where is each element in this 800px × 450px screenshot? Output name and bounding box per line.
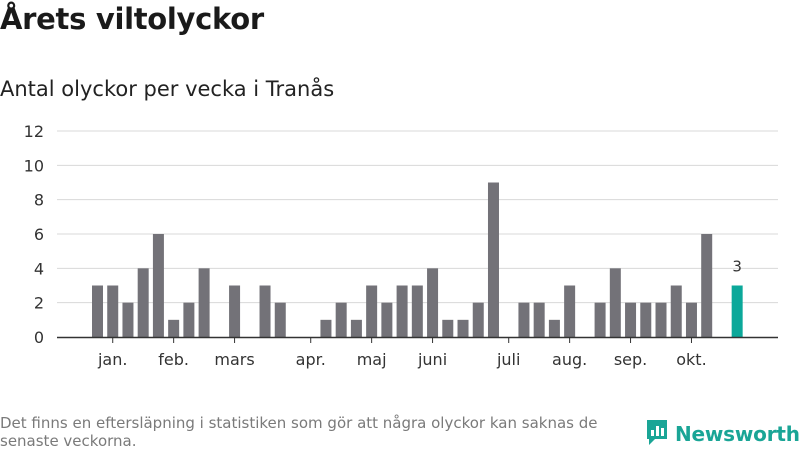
chart-subtitle: Antal olyckor per vecka i Tranås	[0, 77, 335, 101]
bar	[533, 302, 545, 337]
x-tick-label: jan.	[97, 350, 127, 369]
bar	[548, 319, 560, 337]
y-tick-label: 0	[34, 328, 44, 347]
bar	[198, 268, 210, 337]
bar	[472, 302, 484, 337]
bar	[640, 302, 652, 337]
brand-logo: Newsworthy	[645, 419, 800, 449]
data-label: 3	[732, 258, 742, 276]
bars	[92, 182, 743, 337]
x-tick-label: okt.	[676, 350, 706, 369]
y-tick-label: 8	[34, 191, 44, 210]
y-tick-label: 4	[34, 259, 44, 278]
footnote: Det finns en eftersläpning i statistiken…	[0, 414, 598, 450]
bar	[411, 285, 423, 337]
brand-name: Newsworthy	[675, 422, 800, 446]
bar	[564, 285, 576, 337]
bar-chart-pin-icon	[645, 418, 669, 450]
x-tick-label: juni	[417, 350, 447, 369]
bar	[152, 234, 164, 337]
bar	[274, 302, 286, 337]
bar	[381, 302, 393, 337]
x-tick-label: mars	[214, 350, 254, 369]
bar	[442, 319, 454, 337]
bar	[594, 302, 606, 337]
bar	[168, 319, 180, 337]
bar	[685, 302, 697, 337]
x-tick-label: aug.	[552, 350, 587, 369]
x-tick-label: sep.	[614, 350, 647, 369]
bar	[609, 268, 621, 337]
bar	[487, 182, 499, 337]
bar	[229, 285, 241, 337]
chart-title: Årets viltolyckor	[0, 2, 264, 36]
bar	[122, 302, 134, 337]
bar	[107, 285, 119, 337]
bar	[366, 285, 378, 337]
data-labels: 3	[732, 258, 742, 276]
bar	[259, 285, 271, 337]
y-tick-label: 12	[24, 122, 44, 141]
bar	[457, 319, 469, 337]
y-tick-label: 2	[34, 294, 44, 313]
gridlines	[57, 130, 778, 304]
bar	[427, 268, 439, 337]
bar	[396, 285, 408, 337]
y-tick-label: 6	[34, 225, 44, 244]
bar	[320, 319, 332, 337]
bar	[92, 285, 103, 337]
bar	[670, 285, 682, 337]
x-axis: jan. feb. mars apr. maj juni juli aug. sep. okt.	[57, 336, 778, 369]
x-tick-label: apr.	[296, 350, 326, 369]
bar	[655, 302, 667, 337]
bar	[625, 302, 637, 337]
x-tick-label: maj	[357, 350, 387, 369]
bar	[183, 302, 195, 337]
bar-chart: 0 2 4 6 8 10 12 jan. feb. mars apr. maj juni juli aug…	[24, 122, 778, 369]
y-tick-label: 10	[24, 156, 44, 175]
x-tick-label: feb.	[158, 350, 189, 369]
bar	[137, 268, 149, 337]
bar	[518, 302, 530, 337]
bar	[335, 302, 347, 337]
bar	[701, 234, 713, 337]
y-axis-ticks: 0 2 4 6 8 10 12	[24, 122, 44, 347]
bar	[350, 319, 362, 337]
x-tick-label: juli	[496, 350, 520, 369]
bar	[731, 285, 743, 337]
